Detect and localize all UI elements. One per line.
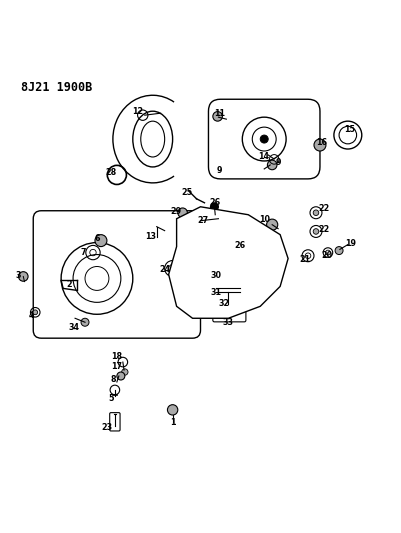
- Circle shape: [267, 160, 277, 169]
- Circle shape: [260, 135, 268, 143]
- Circle shape: [18, 272, 28, 281]
- Text: 2: 2: [66, 280, 72, 289]
- Text: 12: 12: [132, 108, 143, 117]
- Circle shape: [168, 405, 178, 415]
- Circle shape: [178, 208, 187, 217]
- Circle shape: [313, 210, 319, 215]
- FancyBboxPatch shape: [213, 303, 246, 322]
- Text: 9: 9: [275, 158, 281, 167]
- Circle shape: [267, 219, 278, 230]
- Circle shape: [117, 372, 125, 380]
- Circle shape: [33, 310, 38, 314]
- Text: 19: 19: [346, 239, 356, 248]
- Text: 16: 16: [316, 138, 327, 147]
- Text: 1: 1: [170, 418, 175, 427]
- Text: 21: 21: [299, 255, 310, 264]
- Text: 20: 20: [322, 251, 333, 260]
- Text: 5: 5: [108, 394, 113, 403]
- Text: 13: 13: [145, 232, 156, 241]
- Text: 4: 4: [29, 311, 34, 320]
- FancyBboxPatch shape: [110, 413, 120, 431]
- Text: 3: 3: [15, 271, 21, 280]
- Text: 8J21 1900B: 8J21 1900B: [21, 82, 93, 94]
- Text: 15: 15: [344, 125, 355, 134]
- Text: 6: 6: [94, 234, 100, 243]
- Text: 18: 18: [111, 352, 122, 361]
- Text: 26: 26: [234, 241, 245, 251]
- Text: 32: 32: [218, 298, 229, 308]
- Text: 11: 11: [214, 109, 225, 118]
- Text: 22: 22: [318, 225, 330, 234]
- Text: 10: 10: [259, 215, 270, 224]
- Circle shape: [122, 369, 128, 375]
- FancyBboxPatch shape: [209, 99, 320, 179]
- Text: 23: 23: [101, 423, 112, 432]
- Circle shape: [213, 111, 223, 121]
- Text: 7: 7: [80, 248, 86, 257]
- Text: 29: 29: [170, 207, 181, 216]
- Text: 25: 25: [181, 188, 192, 197]
- Text: 24: 24: [159, 265, 170, 274]
- Text: 26: 26: [209, 198, 220, 207]
- Text: 8: 8: [110, 375, 116, 384]
- Text: 31: 31: [211, 288, 222, 297]
- Text: 22: 22: [318, 204, 330, 213]
- Circle shape: [335, 247, 343, 255]
- Polygon shape: [169, 207, 288, 318]
- Circle shape: [314, 139, 326, 151]
- Text: 14: 14: [258, 152, 269, 160]
- Text: 28: 28: [105, 167, 117, 176]
- Text: 33: 33: [222, 318, 233, 327]
- FancyBboxPatch shape: [33, 211, 200, 338]
- Text: 34: 34: [68, 322, 79, 332]
- Circle shape: [81, 318, 89, 326]
- Text: 17: 17: [111, 361, 122, 370]
- Text: 9: 9: [217, 166, 223, 175]
- Circle shape: [211, 203, 219, 211]
- Text: 27: 27: [197, 216, 208, 225]
- Circle shape: [95, 235, 107, 247]
- Circle shape: [313, 229, 319, 234]
- Text: 30: 30: [210, 271, 221, 280]
